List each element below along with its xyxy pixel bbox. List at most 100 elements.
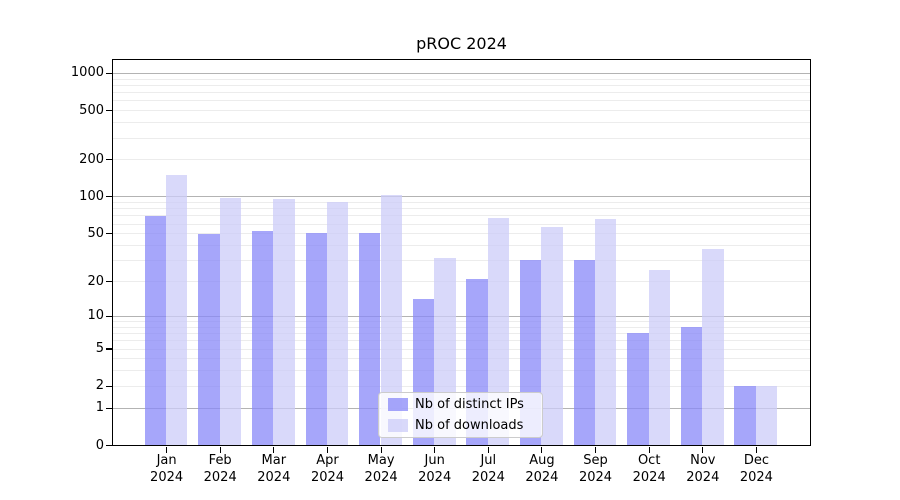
gridline-minor-700 [112, 92, 810, 94]
grid-layer [112, 60, 810, 445]
legend-item-distinct-ips: Nb of distinct IPs [388, 395, 542, 414]
x-tick-month: Sep [583, 453, 608, 468]
x-tick-month: Aug [529, 453, 555, 468]
gridline-minor-7 [112, 333, 810, 334]
y-tick-label-500: 500 [79, 102, 104, 118]
legend-label-distinct-ips: Nb of distinct IPs [415, 397, 524, 412]
y-tick-label-1: 1 [95, 400, 104, 416]
bar-distinct-ips-jan [144, 216, 167, 445]
gridline-major-10 [112, 315, 810, 317]
gridline-minor-30 [112, 260, 810, 261]
chart-title: pROC 2024 [416, 34, 507, 53]
gridline-minor-8 [112, 326, 810, 328]
x-tick-mark-may [380, 447, 382, 453]
bar-downloads-oct [648, 269, 671, 445]
x-tick-year: 2024 [257, 470, 291, 485]
bar-distinct-ips-oct [627, 333, 649, 445]
x-tick-month: Mar [261, 453, 287, 468]
gridline-major-100 [112, 196, 810, 198]
bar-downloads-dec [755, 385, 778, 445]
bar-distinct-ips-mar [251, 231, 274, 445]
gridline-minor-400 [112, 122, 810, 124]
x-tick-year: 2024 [739, 470, 773, 485]
bar-distinct-ips-feb [198, 234, 220, 445]
x-tick-year: 2024 [364, 470, 398, 485]
x-tick-month: Apr [316, 453, 339, 468]
x-tick-label-oct: Oct 2024 [604, 452, 694, 486]
gridline-minor-90 [112, 202, 810, 203]
gridline-minor-900 [112, 78, 810, 80]
x-tick-label-aug: Aug 2024 [497, 452, 587, 486]
x-tick-month: Nov [690, 453, 716, 468]
x-tick-label-may: May 2024 [336, 452, 426, 486]
x-tick-month: May [367, 453, 395, 468]
x-tick-mark-oct [648, 447, 650, 453]
bar-distinct-ips-nov [680, 326, 703, 445]
bar-downloads-may [380, 195, 402, 445]
x-tick-mark-jul [487, 447, 489, 453]
x-tick-mark-aug [541, 447, 543, 453]
bar-downloads-nov [702, 249, 724, 445]
x-tick-month: Feb [208, 453, 232, 468]
legend-label-downloads: Nb of downloads [415, 418, 524, 433]
bar-downloads-aug [541, 227, 563, 445]
gridline-minor-6 [112, 340, 810, 342]
gridline-minor-50 [112, 233, 810, 235]
gridline-minor-2 [112, 385, 810, 387]
legend-swatch-distinct-ips [388, 398, 408, 411]
x-tick-month: Oct [637, 453, 661, 468]
bar-downloads-jan [166, 174, 188, 445]
x-tick-mark-dec [755, 447, 757, 453]
gridline-major-1000 [112, 72, 810, 74]
gridline-minor-3 [112, 370, 810, 372]
plot-area [111, 59, 811, 446]
legend: Nb of distinct IPs Nb of downloads [378, 392, 543, 438]
gridline-minor-80 [112, 208, 810, 210]
gridline-minor-70 [112, 215, 810, 217]
x-tick-year: 2024 [525, 470, 559, 485]
gridline-minor-300 [112, 137, 810, 139]
x-tick-mark-apr [326, 447, 329, 453]
x-tick-year: 2024 [471, 470, 505, 485]
x-tick-year: 2024 [632, 470, 666, 485]
gridline-minor-9 [112, 321, 810, 322]
x-tick-label-sep: Sep 2024 [551, 452, 641, 486]
x-tick-year: 2024 [150, 470, 184, 485]
x-tick-year: 2024 [310, 470, 345, 485]
x-tick-year: 2024 [203, 470, 237, 485]
x-tick-mark-nov [702, 447, 704, 453]
legend-swatch-downloads [388, 419, 408, 432]
x-tick-year: 2024 [578, 470, 613, 485]
x-tick-mark-feb [219, 447, 221, 453]
gridline-minor-40 [112, 245, 810, 246]
bar-downloads-mar [273, 199, 295, 445]
bar-downloads-feb [219, 197, 242, 445]
x-tick-label-jan: Jan 2024 [122, 452, 212, 486]
y-tick-label-2: 2 [95, 378, 104, 394]
legend-item-downloads: Nb of downloads [388, 416, 542, 435]
x-tick-label-mar: Mar 2024 [229, 452, 319, 486]
y-tick-label-50: 50 [87, 225, 104, 241]
gridline-minor-600 [112, 100, 810, 102]
x-tick-year: 2024 [418, 470, 452, 485]
bar-downloads-jul [487, 217, 510, 445]
x-tick-month: Dec [743, 453, 769, 468]
x-tick-label-feb: Feb 2024 [175, 452, 265, 486]
y-tick-label-1000: 1000 [70, 65, 104, 81]
bar-downloads-sep [595, 218, 617, 445]
bar-distinct-ips-apr [305, 233, 327, 445]
gridline-minor-5 [112, 348, 810, 350]
y-tick-label-200: 200 [79, 151, 104, 167]
y-tick-label-10: 10 [87, 308, 104, 324]
y-tick-label-0: 0 [95, 437, 104, 453]
bar-distinct-ips-dec [734, 385, 756, 445]
x-tick-label-apr: Apr 2024 [283, 452, 373, 486]
bars-layer [113, 60, 810, 445]
bar-distinct-ips-may [359, 233, 381, 445]
gridline-minor-60 [112, 223, 810, 225]
x-tick-month: Jul [480, 453, 497, 468]
x-tick-mark-jan [166, 447, 168, 453]
bar-downloads-apr [327, 202, 349, 445]
gridline-minor-20 [112, 281, 810, 282]
